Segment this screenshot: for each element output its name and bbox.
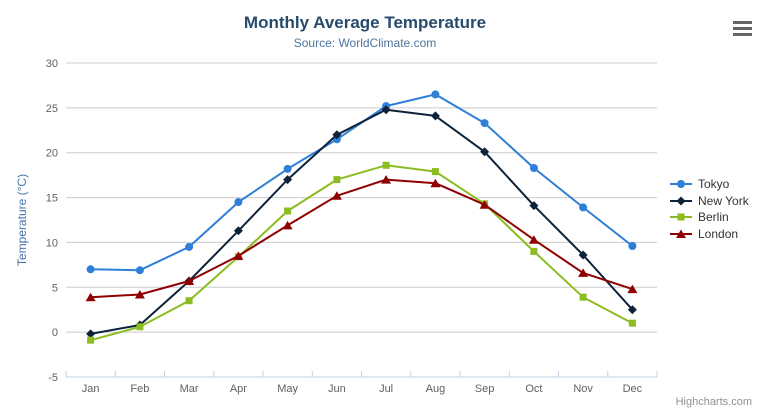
x-axis-tick-label: Jun	[328, 383, 346, 395]
square-marker-icon	[670, 213, 692, 221]
data-point-berlin[interactable]	[284, 207, 292, 215]
legend-item-berlin[interactable]: Berlin	[669, 209, 749, 226]
data-point-london[interactable]	[381, 175, 392, 184]
data-point-new-york[interactable]	[627, 305, 637, 315]
y-axis-tick-label: 0	[52, 327, 58, 339]
data-point-berlin[interactable]	[185, 297, 193, 305]
series-tokyo[interactable]	[86, 90, 637, 275]
data-point-london[interactable]	[134, 290, 145, 299]
y-axis-tick-label: 30	[46, 58, 58, 70]
y-axis-tick-label: 10	[46, 237, 58, 249]
data-point-london[interactable]	[282, 220, 293, 230]
data-point-new-york[interactable]	[529, 201, 539, 211]
hamburger-icon	[733, 33, 752, 36]
data-point-london[interactable]	[331, 191, 342, 200]
triangle-marker-icon	[670, 229, 692, 238]
y-axis-tick-label: 25	[46, 103, 58, 115]
series-line-berlin[interactable]	[89, 164, 634, 342]
data-point-tokyo[interactable]	[283, 164, 292, 173]
y-axis-tick-label: 5	[52, 282, 58, 294]
legend-item-new-york[interactable]: New York	[669, 193, 749, 210]
data-point-tokyo[interactable]	[579, 203, 588, 212]
series-london[interactable]	[85, 175, 638, 302]
x-axis-tick-label: Aug	[426, 383, 446, 395]
data-point-berlin[interactable]	[431, 168, 439, 176]
data-point-berlin[interactable]	[530, 247, 538, 255]
legend-label: Berlin	[698, 210, 729, 225]
data-point-new-york[interactable]	[332, 130, 342, 140]
data-point-new-york[interactable]	[233, 226, 243, 236]
data-point-london[interactable]	[430, 178, 441, 188]
legend-label: London	[698, 226, 739, 241]
x-axis-tick-label: Mar	[180, 383, 199, 395]
legend-marker-berlin[interactable]	[677, 213, 685, 221]
legend-item-london[interactable]: London	[669, 226, 749, 243]
data-point-tokyo[interactable]	[185, 242, 194, 251]
legend-item-tokyo[interactable]: Tokyo	[669, 176, 749, 193]
data-point-new-york[interactable]	[480, 147, 490, 157]
data-point-berlin[interactable]	[87, 336, 95, 344]
x-axis-tick-label: Nov	[573, 383, 593, 395]
data-point-new-york[interactable]	[578, 250, 588, 260]
data-point-tokyo[interactable]	[431, 90, 440, 99]
data-point-berlin[interactable]	[579, 293, 587, 301]
y-axis-tick-label: 15	[46, 193, 58, 205]
export-menu-button[interactable]	[733, 21, 752, 36]
legend-label: Tokyo	[698, 177, 730, 192]
data-point-berlin[interactable]	[628, 319, 636, 327]
data-point-london[interactable]	[578, 268, 589, 277]
legend-marker-london[interactable]	[676, 229, 686, 238]
data-point-london[interactable]	[233, 251, 244, 260]
data-point-berlin[interactable]	[382, 161, 390, 169]
data-point-tokyo[interactable]	[628, 242, 637, 250]
legend-marker-tokyo[interactable]	[677, 180, 685, 189]
data-point-london[interactable]	[85, 292, 96, 302]
data-point-new-york[interactable]	[381, 105, 391, 115]
data-point-berlin[interactable]	[333, 176, 341, 184]
x-axis-tick-label: Apr	[230, 383, 247, 395]
data-point-london[interactable]	[528, 235, 539, 244]
x-axis-tick-label: Feb	[130, 383, 149, 395]
highcharts-credit[interactable]: Highcharts.com	[675, 396, 752, 408]
series-line-tokyo[interactable]	[89, 93, 634, 272]
data-point-tokyo[interactable]	[529, 164, 538, 172]
legend-label: New York	[698, 193, 749, 208]
x-axis-tick-label: Sep	[475, 383, 495, 395]
y-axis-tick-label: 20	[46, 148, 58, 160]
hamburger-icon	[733, 21, 752, 24]
data-point-new-york[interactable]	[86, 329, 96, 339]
series-line-new-york[interactable]	[89, 108, 634, 335]
circle-marker-icon	[670, 180, 692, 189]
data-point-tokyo[interactable]	[135, 266, 144, 275]
diamond-marker-icon	[670, 196, 692, 206]
data-point-london[interactable]	[627, 284, 638, 294]
x-axis-tick-label: Jul	[379, 383, 393, 395]
data-point-tokyo[interactable]	[234, 198, 243, 207]
x-axis-tick-label: May	[277, 383, 298, 395]
hamburger-icon	[733, 27, 752, 30]
series-new-york[interactable]	[86, 105, 637, 339]
data-point-new-york[interactable]	[283, 175, 293, 185]
data-point-new-york[interactable]	[430, 111, 440, 121]
data-point-tokyo[interactable]	[480, 119, 489, 128]
y-axis-title: Temperature (°C)	[15, 174, 29, 266]
legend-marker-new-york[interactable]	[676, 196, 686, 206]
legend: Tokyo New York Berlin London	[669, 176, 749, 242]
x-axis-tick-label: Dec	[623, 383, 643, 395]
chart-subtitle: Source: WorldClimate.com	[293, 36, 437, 50]
data-point-tokyo[interactable]	[86, 265, 95, 274]
chart-title: Monthly Average Temperature	[243, 13, 487, 32]
data-point-london[interactable]	[479, 200, 490, 209]
x-axis-tick-label: Jan	[82, 383, 100, 395]
x-axis-tick-label: Oct	[525, 383, 542, 395]
data-point-london[interactable]	[184, 276, 195, 286]
series-line-london[interactable]	[89, 178, 634, 299]
data-point-berlin[interactable]	[136, 323, 144, 331]
y-axis-tick-label: -5	[48, 372, 58, 384]
